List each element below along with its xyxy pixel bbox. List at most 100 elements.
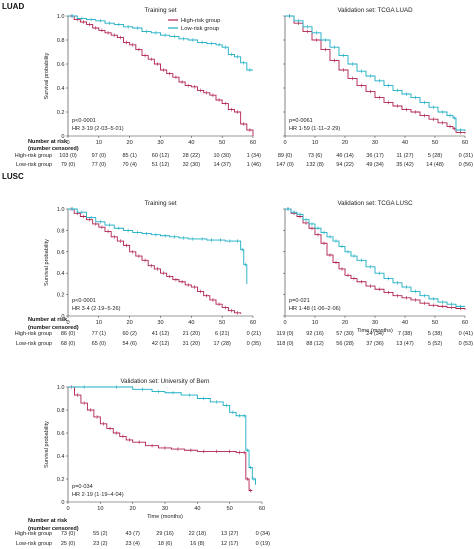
series-line-low-risk bbox=[68, 209, 247, 284]
risk-cell: 10 (30) bbox=[213, 153, 231, 159]
risk-row-label: Low-risk group bbox=[16, 162, 52, 168]
section-label-luad: LUAD bbox=[2, 2, 24, 11]
x-tick-label: 20 bbox=[127, 140, 133, 146]
risk-cell: 118 (0) bbox=[276, 341, 293, 347]
chart-luad-train: Training set 0 10 20 30 40 50 60 0 0.2 0.4 0.6 0.8 1.… bbox=[15, 7, 261, 168]
x-tick-label: 30 bbox=[162, 506, 168, 512]
series-line-low-risk bbox=[68, 387, 256, 485]
risk-cell: 18 (6) bbox=[158, 541, 173, 547]
x-tick-label: 50 bbox=[432, 320, 438, 326]
x-tick-label: 30 bbox=[372, 140, 378, 146]
x-tick-label: 10 bbox=[312, 140, 318, 146]
chart-title: Training set bbox=[144, 200, 176, 207]
risk-cell: 46 (14) bbox=[336, 153, 354, 159]
risk-cell: 0 (34) bbox=[256, 531, 271, 537]
x-tick-label: 50 bbox=[219, 320, 225, 326]
risk-cell: 60 (12) bbox=[152, 153, 170, 159]
risk-cell: 37 (36) bbox=[366, 341, 384, 347]
risk-cell: 23 (4) bbox=[125, 541, 140, 547]
risk-row-label: Low-risk group bbox=[16, 341, 52, 347]
risk-cell: 5 (28) bbox=[428, 153, 443, 159]
x-tick-label: 40 bbox=[194, 506, 200, 512]
risk-table-header: Number at risk bbox=[28, 518, 68, 524]
risk-cell: 0 (41) bbox=[459, 331, 474, 337]
risk-cell: 1 (46) bbox=[247, 162, 262, 168]
y-tick-label: 1.0 bbox=[57, 14, 65, 20]
chart-luad-valid: Validation set: TCGA LUAD 0 10 20 30 40 50 60 p=… bbox=[276, 7, 473, 168]
p-value: p=0·021 bbox=[289, 298, 310, 304]
risk-cell: 97 (0) bbox=[92, 153, 107, 159]
risk-cell: 11 (27) bbox=[396, 153, 413, 159]
p-value: p=0·0061 bbox=[289, 118, 313, 124]
chart-lusc-train: Training set 0 10 20 30 40 50 60 0 0.2 0.4 0.6 0.8 1.… bbox=[15, 200, 261, 347]
series-line-low-risk bbox=[68, 16, 253, 70]
risk-cell: 55 (2) bbox=[93, 531, 108, 537]
hazard-ratio: HR 1·59 (1·11–2·29) bbox=[289, 126, 340, 132]
risk-cell: 0 (21) bbox=[247, 331, 262, 337]
risk-cell: 17 (28) bbox=[213, 341, 231, 347]
risk-cell: 13 (27) bbox=[221, 531, 239, 537]
risk-cell: 49 (34) bbox=[366, 162, 384, 168]
y-tick-label: 0.8 bbox=[57, 228, 65, 234]
x-tick-label: 10 bbox=[97, 506, 103, 512]
risk-row-label: Low-risk group bbox=[16, 541, 52, 547]
risk-cell: 23 (2) bbox=[93, 541, 108, 547]
y-tick-label: 0.4 bbox=[57, 86, 65, 92]
risk-cell: 60 (2) bbox=[122, 331, 137, 337]
risk-table-header: Number at risk bbox=[28, 317, 68, 323]
x-tick-label: 20 bbox=[342, 320, 348, 326]
risk-cell: 51 (12) bbox=[152, 162, 170, 168]
risk-cell: 29 (16) bbox=[156, 531, 174, 537]
risk-row-label: High-risk group bbox=[15, 153, 52, 159]
risk-cell: 132 (8) bbox=[306, 162, 324, 168]
risk-cell: 94 (22) bbox=[336, 162, 354, 168]
risk-cell: 16 (8) bbox=[190, 541, 205, 547]
risk-cell: 22 (18) bbox=[189, 531, 207, 537]
x-tick-label: 30 bbox=[157, 140, 163, 146]
x-tick-label: 40 bbox=[188, 320, 194, 326]
risk-cell: 1 (34) bbox=[247, 153, 262, 159]
y-tick-label: 0.8 bbox=[57, 408, 65, 414]
risk-cell: 21 (20) bbox=[183, 331, 201, 337]
risk-cell: 5 (52) bbox=[428, 341, 443, 347]
risk-cell: 88 (12) bbox=[306, 341, 324, 347]
risk-cell: 92 (16) bbox=[306, 331, 324, 337]
risk-cell: 56 (28) bbox=[336, 341, 354, 347]
x-tick-label: 60 bbox=[462, 320, 468, 326]
y-axis-label: Survival probability bbox=[44, 52, 50, 99]
risk-cell: 12 (17) bbox=[221, 541, 239, 547]
risk-cell: 0 (35) bbox=[247, 341, 262, 347]
risk-cell: 54 (6) bbox=[122, 341, 137, 347]
risk-cell: 36 (17) bbox=[366, 153, 384, 159]
risk-cell: 24 (34) bbox=[366, 331, 384, 337]
risk-cell: 41 (12) bbox=[152, 331, 170, 337]
risk-cell: 79 (0) bbox=[61, 162, 76, 168]
y-tick-label: 0.4 bbox=[57, 454, 65, 460]
risk-row-label: High-risk group bbox=[15, 531, 52, 537]
hazard-ratio: HR 1·48 (1·06–2·06) bbox=[289, 306, 341, 312]
risk-cell: 57 (30) bbox=[336, 331, 354, 337]
x-tick-label: 0 bbox=[283, 140, 286, 146]
y-tick-label: 1.0 bbox=[57, 207, 65, 213]
y-tick-label: 0.6 bbox=[57, 62, 65, 68]
chart-lusc-valid: Validation set: TCGA LUSC0 10 20 30 40 50 60Ti… bbox=[276, 200, 473, 347]
x-tick-label: 60 bbox=[250, 320, 256, 326]
risk-cell: 25 (0) bbox=[61, 541, 76, 547]
risk-cell: 77 (1) bbox=[92, 331, 107, 337]
legend-label: High-risk group bbox=[181, 18, 220, 24]
risk-cell: 103 (0) bbox=[59, 153, 77, 159]
risk-table-subheader: (number censored) bbox=[28, 146, 79, 152]
charts-layer: Training set 0 10 20 30 40 50 60 0 0.2 0.4 0.6 0.8 1.… bbox=[15, 7, 473, 547]
risk-cell: 85 (1) bbox=[122, 153, 137, 159]
risk-cell: 86 (0) bbox=[61, 331, 76, 337]
risk-table-header: Number at risk bbox=[28, 139, 68, 145]
x-tick-label: 30 bbox=[372, 320, 378, 326]
hazard-ratio: HR 3·19 (2·03–5·01) bbox=[72, 126, 124, 132]
p-value: p<0·0001 bbox=[72, 118, 96, 124]
risk-cell: 0 (31) bbox=[459, 153, 474, 159]
x-tick-label: 60 bbox=[259, 506, 265, 512]
risk-cell: 7 (38) bbox=[398, 331, 413, 337]
x-tick-label: 30 bbox=[157, 320, 163, 326]
hazard-ratio: HR 3·4 (2·19–5·26) bbox=[72, 306, 121, 312]
